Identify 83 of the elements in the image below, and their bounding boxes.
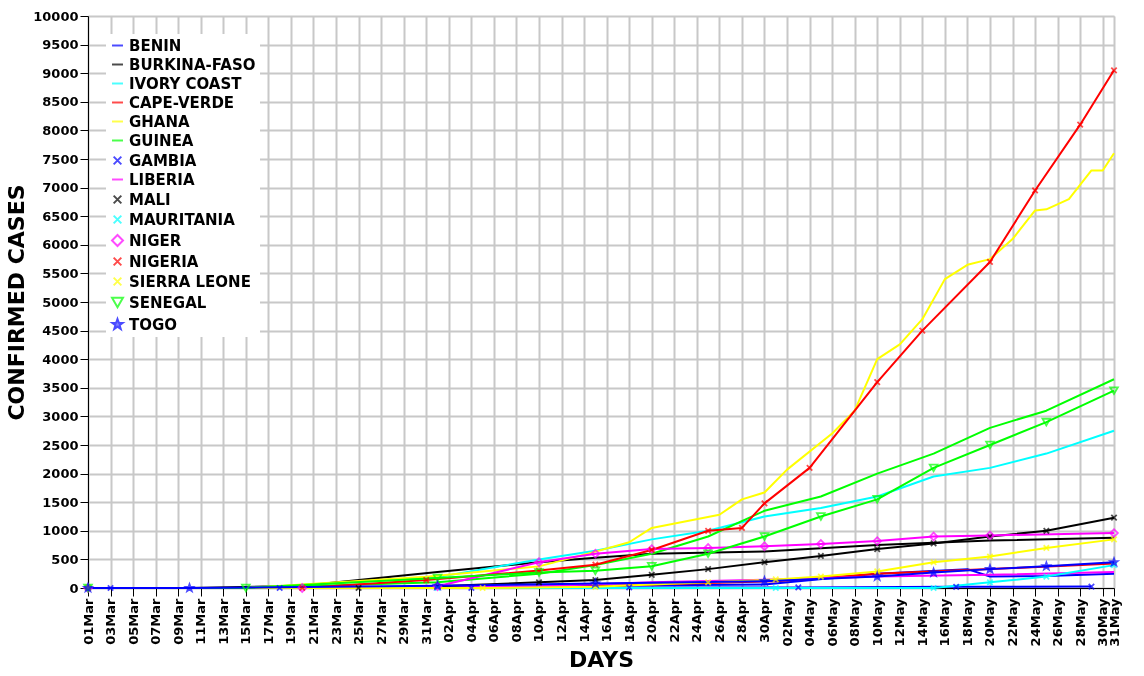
legend-label: GAMBIA	[129, 151, 197, 170]
x-tick-label: 12Apr	[554, 597, 570, 643]
x-tick-label: 01Mar	[80, 597, 96, 645]
legend-label: BENIN	[129, 36, 182, 55]
x-tick-label: 22May	[1005, 597, 1021, 647]
x-tick-label: 17Mar	[260, 597, 276, 645]
x-tick-label: 26Apr	[711, 597, 727, 643]
legend-label: IVORY COAST	[129, 74, 243, 93]
y-tick-label: 6500	[42, 208, 79, 224]
legend-label: SIERRA LEONE	[129, 272, 251, 291]
y-tick-label: 1000	[42, 523, 79, 539]
legend-label: BURKINA-FASO	[129, 55, 256, 74]
x-tick-label: 10May	[869, 597, 885, 647]
legend-label: NIGER	[129, 231, 182, 250]
legend-label: GHANA	[129, 112, 191, 131]
y-tick-label: 7000	[42, 180, 79, 196]
y-tick-label: 3000	[42, 408, 79, 424]
y-axis-title: CONFIRMED CASES	[4, 184, 30, 421]
x-tick-label: 05Mar	[125, 597, 141, 645]
x-tick-label: 27Mar	[373, 597, 389, 645]
x-tick-label: 08May	[847, 597, 863, 647]
x-tick-label: 19Mar	[283, 597, 299, 645]
x-tick-label: 12May	[892, 597, 908, 647]
y-tick-label: 9000	[42, 65, 79, 81]
x-tick-label: 10Apr	[531, 597, 547, 643]
y-tick-label: 5000	[42, 294, 79, 310]
y-tick-label: 2000	[42, 466, 79, 482]
y-tick-label: 8500	[42, 94, 79, 110]
x-tick-label: 02May	[779, 597, 795, 647]
y-tick-label: 8000	[42, 122, 79, 138]
x-tick-label: 14Apr	[576, 597, 592, 643]
x-tick-label: 04May	[802, 597, 818, 647]
y-tick-label: 0	[69, 580, 79, 596]
x-tick-label: 24Apr	[689, 597, 705, 643]
x-tick-label: 22Apr	[666, 597, 682, 643]
x-axis-title: DAYS	[569, 647, 634, 673]
x-tick-label: 06May	[824, 597, 840, 647]
y-tick-label: 9500	[42, 37, 79, 53]
legend-label: SENEGAL	[129, 293, 207, 312]
y-tick-label: 6000	[42, 237, 79, 253]
y-tick-label: 10000	[33, 8, 79, 24]
x-tick-label: 08Apr	[508, 597, 524, 643]
x-tick-label: 16May	[937, 597, 953, 647]
legend-label: LIBERIA	[129, 170, 195, 189]
y-tick-label: 2500	[42, 437, 79, 453]
legend-label: MAURITANIA	[129, 210, 236, 229]
x-tick-label: 13Mar	[215, 597, 231, 645]
x-tick-label: 18May	[959, 597, 975, 647]
x-tick-label: 18Apr	[621, 597, 637, 643]
x-tick-label: 14May	[914, 597, 930, 647]
x-tick-label: 16Apr	[599, 597, 615, 643]
y-tick-label: 5500	[42, 265, 79, 281]
x-tick-label: 26May	[1050, 597, 1066, 647]
x-tick-label: 09Mar	[170, 597, 186, 645]
x-tick-label: 03Mar	[103, 597, 119, 645]
legend-label: MALI	[129, 190, 171, 209]
x-tick-label: 21Mar	[305, 597, 321, 645]
legend-label: GUINEA	[129, 131, 194, 150]
y-tick-label: 500	[51, 551, 79, 567]
x-tick-label: 29Mar	[396, 597, 412, 645]
x-tick-label: 25Mar	[351, 597, 367, 645]
x-tick-label: 24May	[1027, 597, 1043, 647]
x-tick-label: 31Mar	[418, 597, 434, 645]
legend-label: NIGERIA	[129, 252, 199, 271]
x-tick-label: 15Mar	[238, 597, 254, 645]
x-tick-label: 23Mar	[328, 597, 344, 645]
x-tick-label: 30Apr	[756, 597, 772, 643]
legend-label: TOGO	[129, 315, 178, 334]
x-tick-label: 02Apr	[441, 597, 457, 643]
x-tick-label: 20Apr	[644, 597, 660, 643]
x-tick-label: 07Mar	[148, 597, 164, 645]
y-tick-label: 4500	[42, 323, 79, 339]
y-tick-label: 3500	[42, 380, 79, 396]
x-tick-label: 11Mar	[193, 597, 209, 645]
y-tick-label: 1500	[42, 494, 79, 510]
x-tick-label: 20May	[982, 597, 998, 647]
x-tick-label: 28May	[1072, 597, 1088, 647]
x-tick-label: 28Apr	[734, 597, 750, 643]
legend-label: CAPE-VERDE	[129, 93, 235, 112]
y-tick-label: 7500	[42, 151, 79, 167]
x-tick-label: 06Apr	[486, 597, 502, 643]
y-tick-label: 4000	[42, 351, 79, 367]
x-tick-label: 04Apr	[463, 597, 479, 643]
